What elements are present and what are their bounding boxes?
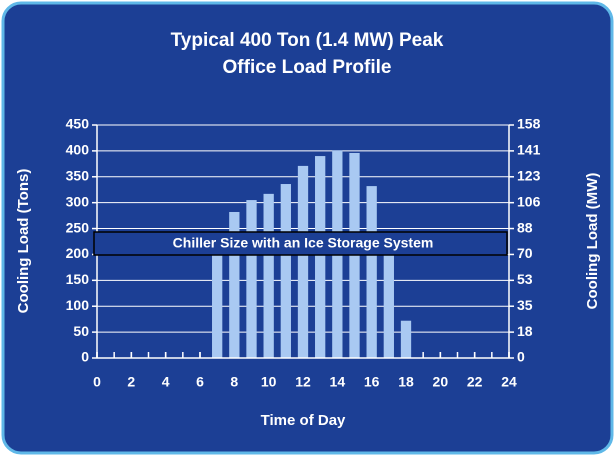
y-tick-label: 0 [81,349,89,365]
y-tick-label: 350 [66,167,90,183]
y2-axis-label: Cooling Load (MW) [584,173,601,310]
y2-tick-label: 141 [517,142,541,158]
y-tick-label: 150 [66,271,90,287]
x-tick-label: 0 [93,374,101,390]
x-tick-label: 8 [230,374,238,390]
bar [315,156,326,358]
x-tick-label: 24 [501,374,517,390]
x-tick-label: 18 [398,374,414,390]
x-tick-label: 12 [295,374,311,390]
x-tick-label: 20 [433,374,449,390]
y2-tick-label: 123 [517,167,541,183]
x-tick-label: 6 [196,374,204,390]
y-tick-label: 300 [66,193,90,209]
annotation-band [93,231,508,256]
x-tick-label: 14 [330,374,346,390]
bar [297,165,309,358]
y2-tick-label: 70 [517,245,533,261]
bar [280,184,291,358]
y2-tick-label: 35 [517,297,533,313]
bar [366,186,377,358]
y2-tick-label: 18 [517,323,533,339]
x-tick-label: 10 [261,374,277,390]
y-tick-label: 450 [66,116,90,132]
bar [212,233,223,358]
bar [383,238,394,358]
bar [263,193,274,358]
y-tick-label: 200 [66,245,90,261]
y2-tick-label: 53 [517,271,533,287]
x-axis-label: Time of Day [261,412,346,429]
x-tick-label: 4 [162,374,170,390]
bar [246,200,257,358]
y2-tick-label: 88 [517,219,533,235]
x-tick-label: 2 [127,374,135,390]
chart-title: Typical 400 Ton (1.4 MW) Peak [171,30,444,51]
y2-tick-label: 158 [517,116,541,132]
chart-subtitle: Office Load Profile [223,57,392,78]
x-tick-label: 16 [364,374,380,390]
x-tick-label: 22 [467,374,483,390]
bar [229,211,240,358]
y-tick-label: 50 [73,323,89,339]
y-tick-label: 400 [66,142,90,158]
y2-tick-label: 0 [517,349,525,365]
y-tick-label: 250 [66,219,90,235]
y-axis-label: Cooling Load (Tons) [15,169,32,314]
annotation: Chiller Size with an Ice Storage System [173,235,434,251]
y-tick-label: 100 [66,297,90,313]
y2-tick-label: 106 [517,193,541,209]
bar [400,320,412,358]
